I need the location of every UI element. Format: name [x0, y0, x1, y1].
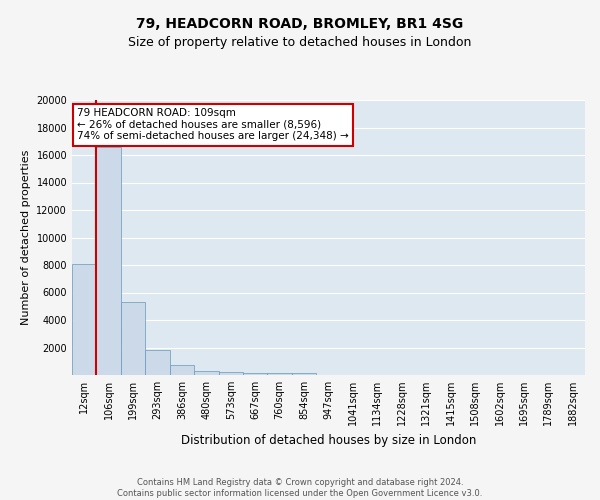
Text: 79, HEADCORN ROAD, BROMLEY, BR1 4SG: 79, HEADCORN ROAD, BROMLEY, BR1 4SG [136, 18, 464, 32]
Bar [170, 366, 194, 375]
Y-axis label: Number of detached properties: Number of detached properties [21, 150, 31, 325]
Bar [292, 373, 316, 375]
Text: Size of property relative to detached houses in London: Size of property relative to detached ho… [128, 36, 472, 49]
X-axis label: Distribution of detached houses by size in London: Distribution of detached houses by size … [181, 434, 476, 446]
Bar [145, 350, 170, 375]
Bar [268, 373, 292, 375]
Text: Contains HM Land Registry data © Crown copyright and database right 2024.
Contai: Contains HM Land Registry data © Crown c… [118, 478, 482, 498]
Bar [218, 372, 243, 375]
Text: 79 HEADCORN ROAD: 109sqm
← 26% of detached houses are smaller (8,596)
74% of sem: 79 HEADCORN ROAD: 109sqm ← 26% of detach… [77, 108, 349, 142]
Bar [243, 372, 268, 375]
Bar [194, 371, 218, 375]
Bar [121, 302, 145, 375]
Bar [97, 147, 121, 375]
Bar [72, 264, 97, 375]
